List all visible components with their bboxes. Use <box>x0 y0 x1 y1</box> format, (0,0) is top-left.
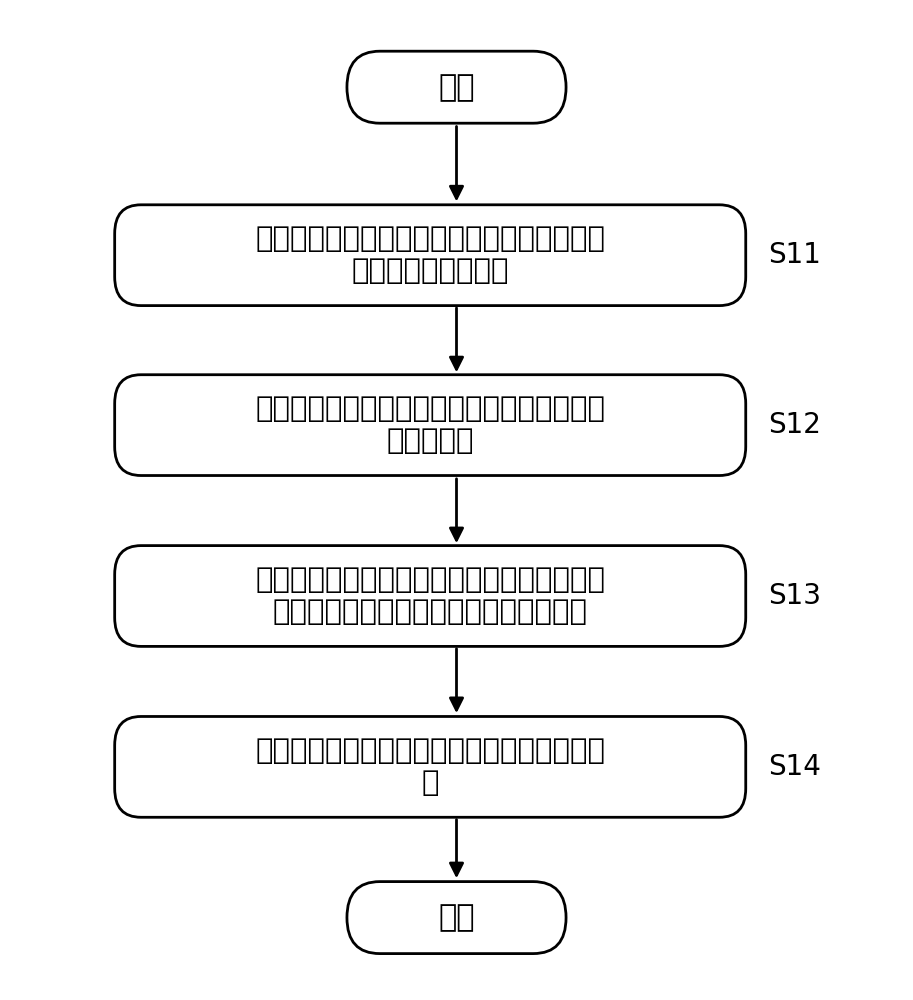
Text: 过滤可用电梯列表内当前已被其他机器人占用
的电梯，获得机器人当前的可选电梯列表: 过滤可用电梯列表内当前已被其他机器人占用 的电梯，获得机器人当前的可选电梯列表 <box>256 566 605 626</box>
FancyBboxPatch shape <box>347 882 566 954</box>
Text: S11: S11 <box>768 241 821 269</box>
Text: S12: S12 <box>768 411 821 439</box>
Text: 控制机器人选择可选电梯列表内的任意一个电
梯: 控制机器人选择可选电梯列表内的任意一个电 梯 <box>256 737 605 797</box>
FancyBboxPatch shape <box>115 205 746 306</box>
Text: 接收云端下发的电梯配置文件，获取当前楼宇
内所有可用电梯列表: 接收云端下发的电梯配置文件，获取当前楼宇 内所有可用电梯列表 <box>256 225 605 285</box>
Text: S13: S13 <box>768 582 821 610</box>
FancyBboxPatch shape <box>115 375 746 476</box>
Text: S14: S14 <box>768 753 821 781</box>
FancyBboxPatch shape <box>115 716 746 817</box>
FancyBboxPatch shape <box>115 546 746 646</box>
Text: 通过多机通信获取可用电梯列表内的所有电梯
的占用状态: 通过多机通信获取可用电梯列表内的所有电梯 的占用状态 <box>256 395 605 455</box>
Text: 结束: 结束 <box>438 903 475 932</box>
FancyBboxPatch shape <box>347 51 566 123</box>
Text: 开始: 开始 <box>438 73 475 102</box>
